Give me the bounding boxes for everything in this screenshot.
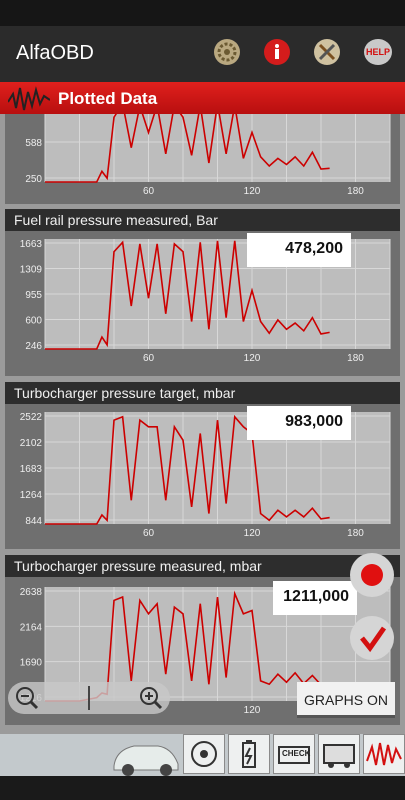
record-button[interactable] bbox=[350, 553, 394, 597]
chart-title: Fuel rail pressure measured, Bar bbox=[5, 209, 400, 231]
y-tick-label: 2164 bbox=[20, 622, 43, 633]
current-value: 983,000 bbox=[247, 406, 351, 440]
app-bar: AlfaOBD HELP bbox=[0, 26, 405, 82]
zoom-divider bbox=[88, 686, 90, 710]
chart-panel-0: 92558825060120180 bbox=[5, 114, 400, 204]
current-value: 1211,000 bbox=[273, 581, 357, 615]
x-tick-label: 120 bbox=[244, 528, 261, 539]
y-tick-label: 2102 bbox=[20, 438, 43, 449]
check-engine-button[interactable]: CHECK bbox=[273, 734, 315, 774]
y-tick-label: 1264 bbox=[20, 490, 43, 501]
x-tick-label: 120 bbox=[244, 186, 261, 197]
brake-disc-button[interactable] bbox=[183, 734, 225, 774]
y-tick-label: 600 bbox=[25, 316, 42, 327]
y-tick-label: 1309 bbox=[20, 265, 43, 276]
check-engine-label: CHECK bbox=[282, 749, 311, 758]
y-tick-label: 1663 bbox=[20, 239, 43, 250]
chart-0: 92558825060120180 bbox=[25, 114, 391, 197]
y-tick-label: 1690 bbox=[20, 658, 43, 669]
x-tick-label: 60 bbox=[143, 353, 155, 364]
y-tick-label: 246 bbox=[25, 341, 42, 352]
y-tick-label: 250 bbox=[25, 174, 42, 185]
series-line bbox=[45, 414, 330, 525]
chart-panel-2: Turbocharger pressure target, mbar 2522 2… bbox=[5, 382, 400, 549]
x-tick-label: 180 bbox=[347, 186, 364, 197]
y-tick-label: 2638 bbox=[20, 587, 43, 598]
chart-panel-1: Fuel rail pressure measured, Bar 1663 130… bbox=[5, 209, 400, 376]
y-tick-label: 844 bbox=[25, 516, 42, 527]
zoom-out-icon[interactable] bbox=[14, 685, 40, 711]
info-icon[interactable] bbox=[264, 39, 290, 65]
battery-button[interactable] bbox=[228, 734, 270, 774]
app-title: AlfaOBD bbox=[16, 42, 94, 64]
checkmark-icon bbox=[360, 626, 387, 653]
zoom-in-icon[interactable] bbox=[138, 685, 164, 711]
series-line bbox=[45, 240, 330, 350]
screen-title: Plotted Data bbox=[58, 89, 158, 108]
x-tick-label: 60 bbox=[143, 528, 155, 539]
bottom-toolbar: CHECK bbox=[0, 734, 405, 776]
battery-icon bbox=[242, 740, 256, 768]
confirm-button[interactable] bbox=[350, 616, 394, 660]
system-nav-bar bbox=[0, 776, 405, 800]
x-tick-label: 180 bbox=[347, 353, 364, 364]
help-icon[interactable]: HELP bbox=[364, 39, 392, 65]
car-image bbox=[113, 745, 179, 776]
x-tick-label: 120 bbox=[244, 353, 261, 364]
graph-icon bbox=[366, 742, 402, 766]
chart-title: Turbocharger pressure target, mbar bbox=[5, 382, 400, 404]
gear-icon[interactable] bbox=[214, 39, 240, 65]
van-button[interactable] bbox=[318, 734, 360, 774]
x-tick-label: 120 bbox=[244, 705, 261, 716]
series-line bbox=[45, 114, 330, 183]
y-tick-label: 955 bbox=[25, 290, 42, 301]
y-tick-label: 588 bbox=[25, 138, 42, 149]
chart-title: Turbocharger pressure measured, mbar bbox=[5, 555, 400, 577]
x-tick-label: 60 bbox=[143, 186, 155, 197]
graph-button[interactable] bbox=[363, 734, 405, 774]
brake-disc-icon bbox=[191, 741, 217, 767]
x-tick-label: 180 bbox=[347, 528, 364, 539]
status-bar bbox=[0, 0, 405, 26]
screen-title-bar: Plotted Data bbox=[0, 82, 405, 114]
check-engine-icon bbox=[278, 746, 310, 764]
van-icon bbox=[323, 744, 355, 768]
help-label: HELP bbox=[366, 47, 391, 57]
plots-area[interactable]: 92558825060120180 Fuel rail pressure mea… bbox=[0, 114, 405, 734]
current-value: 478,200 bbox=[247, 233, 351, 267]
record-icon bbox=[361, 564, 383, 586]
series-line bbox=[45, 590, 330, 702]
waveform-logo-icon bbox=[8, 86, 50, 111]
y-tick-label: 2522 bbox=[20, 412, 43, 423]
tools-icon[interactable] bbox=[314, 39, 340, 65]
zoom-control[interactable] bbox=[8, 682, 170, 714]
y-tick-label: 1683 bbox=[20, 464, 43, 475]
graphs-toggle-button[interactable]: GRAPHS ON bbox=[297, 682, 395, 718]
